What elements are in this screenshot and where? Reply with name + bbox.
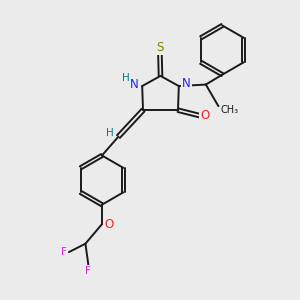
Text: N: N bbox=[182, 76, 191, 90]
Text: F: F bbox=[85, 266, 91, 276]
Text: N: N bbox=[129, 78, 138, 91]
Text: O: O bbox=[200, 109, 210, 122]
Text: CH₃: CH₃ bbox=[221, 105, 239, 115]
Text: F: F bbox=[61, 247, 67, 257]
Text: S: S bbox=[156, 40, 164, 54]
Text: H: H bbox=[122, 73, 130, 83]
Text: H: H bbox=[106, 128, 113, 138]
Text: O: O bbox=[104, 218, 113, 231]
